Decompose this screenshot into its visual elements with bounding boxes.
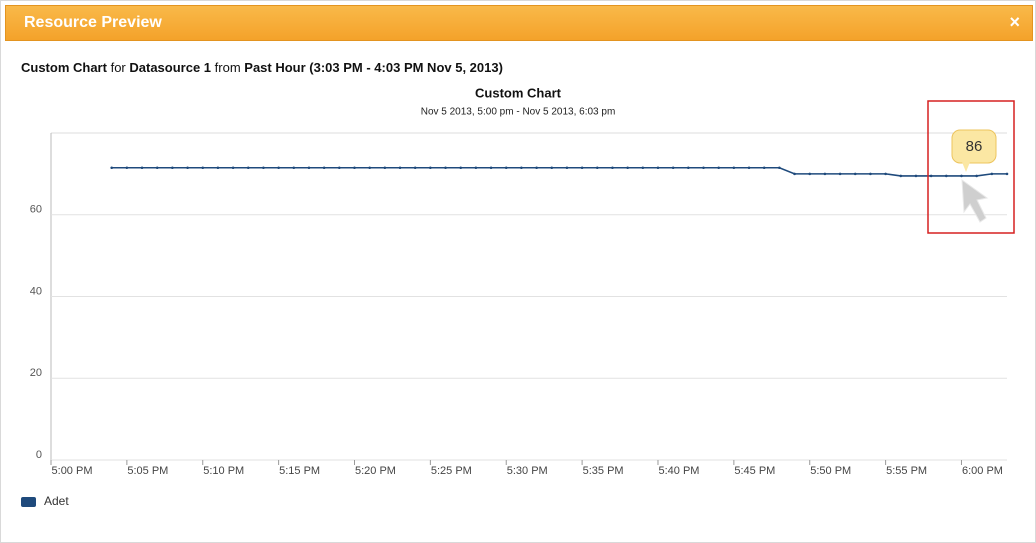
x-tick-label: 5:40 PM: [658, 465, 699, 477]
point: [413, 166, 417, 170]
x-tick-label: 5:25 PM: [431, 465, 472, 477]
point: [550, 166, 554, 170]
series-line: [111, 166, 1007, 177]
x-tick-label: 5:45 PM: [734, 465, 775, 477]
chart-subtitle: Nov 5 2013, 5:00 pm - Nov 5 2013, 6:03 p…: [421, 107, 616, 118]
point: [914, 174, 918, 178]
chart-header: Custom Chart for Datasource 1 from Past …: [21, 60, 503, 75]
point: [277, 166, 280, 170]
point: [853, 172, 857, 176]
point: [838, 172, 842, 176]
point: [945, 174, 948, 178]
point: [489, 166, 493, 170]
point: [778, 166, 781, 170]
point: [732, 166, 736, 170]
x-tick-label: 5:55 PM: [886, 465, 927, 477]
point: [762, 166, 766, 170]
point: [611, 166, 614, 170]
title-bar: Resource Preview ×: [5, 5, 1033, 41]
point: [929, 174, 933, 178]
x-tick-label: 5:35 PM: [583, 465, 624, 477]
y-tick-label: 40: [30, 285, 42, 297]
y-tick-label: 60: [30, 204, 42, 216]
point: [869, 172, 872, 176]
point: [520, 166, 523, 170]
point: [429, 166, 432, 170]
chart-title: Custom Chart: [475, 85, 562, 100]
x-tick-label: 5:10 PM: [203, 465, 244, 477]
point: [687, 166, 690, 170]
point: [383, 166, 387, 170]
highlight-box: [927, 100, 1015, 234]
point: [717, 166, 720, 170]
header-part: Datasource 1: [129, 60, 212, 75]
x-tick-label: 5:00 PM: [52, 465, 93, 477]
point: [353, 166, 356, 170]
legend-swatch: [21, 497, 36, 507]
point: [459, 166, 463, 170]
x-tick-label: 5:50 PM: [810, 465, 851, 477]
point: [565, 166, 569, 170]
point: [504, 166, 508, 170]
point: [110, 166, 113, 170]
point: [398, 166, 402, 170]
point: [368, 166, 371, 170]
point: [899, 174, 903, 178]
y-tick-label: 20: [30, 367, 42, 379]
point: [793, 172, 796, 176]
point: [216, 166, 220, 170]
point: [444, 166, 447, 170]
point: [140, 166, 144, 170]
point: [671, 166, 675, 170]
point: [292, 166, 296, 170]
point: [747, 166, 751, 170]
point: [474, 166, 478, 170]
point: [171, 166, 174, 170]
x-tick-label: 5:15 PM: [279, 465, 320, 477]
header-part: Past Hour (3:03 PM - 4:03 PM Nov 5, 2013…: [244, 60, 503, 75]
point: [322, 166, 326, 170]
cursor-arrow: [961, 178, 989, 223]
point: [884, 172, 887, 176]
header-part: from: [214, 60, 241, 75]
point: [155, 166, 159, 170]
point: [656, 166, 660, 170]
point: [975, 174, 978, 178]
point: [231, 166, 235, 170]
dialog-title: Resource Preview: [24, 14, 162, 31]
point: [186, 166, 189, 170]
point: [307, 166, 311, 170]
y-tick-label: 0: [36, 449, 42, 461]
point: [990, 172, 994, 176]
close-button[interactable]: ×: [1009, 12, 1020, 32]
tooltip: [951, 129, 997, 164]
point: [626, 166, 629, 170]
tooltip-pointer: [962, 162, 970, 172]
point: [808, 172, 812, 176]
x-tick-label: 6:00 PM: [962, 465, 1003, 477]
point: [201, 166, 205, 170]
point: [595, 166, 599, 170]
point: [1005, 172, 1009, 176]
point: [246, 166, 250, 170]
point: [960, 174, 963, 178]
point: [702, 166, 705, 170]
header-part: Custom Chart: [21, 60, 107, 75]
x-tick-label: 5:05 PM: [127, 465, 168, 477]
point: [641, 166, 645, 170]
point: [580, 166, 584, 170]
point: [823, 172, 827, 176]
x-tick-label: 5:30 PM: [507, 465, 548, 477]
header-part: for: [110, 60, 126, 75]
point: [535, 166, 538, 170]
x-tick-label: 5:20 PM: [355, 465, 396, 477]
legend-label: Adet: [44, 494, 69, 508]
point: [338, 166, 341, 170]
point: [262, 166, 265, 170]
point: [125, 166, 129, 170]
tooltip-text: 86: [966, 138, 983, 155]
